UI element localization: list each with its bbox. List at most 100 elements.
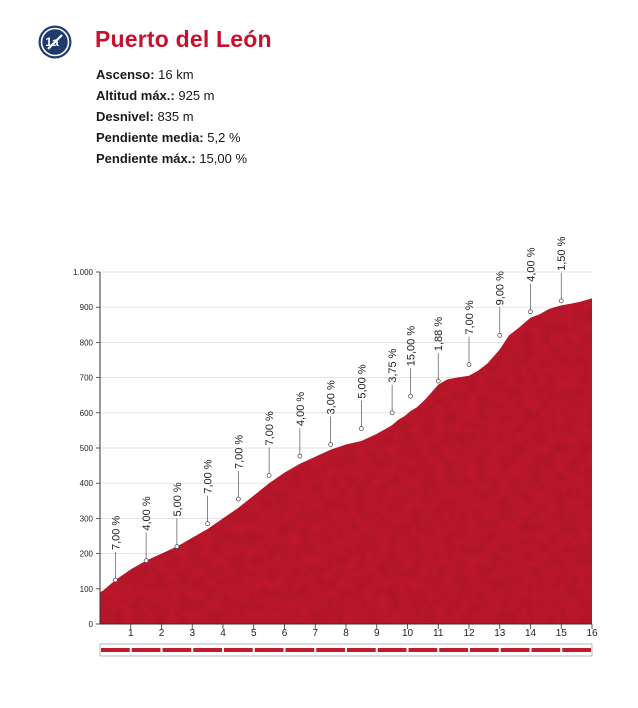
y-tick-label: 0 [89,620,94,629]
grade-point [558,298,564,304]
climb-title: Puerto del León [95,26,272,52]
grade-point [408,393,413,399]
grade-markers: 7,00 % 4,00 % 5,00 % 7,00 % 7,00 % 7,00 % 4,00… [110,236,568,583]
x-tick-label: 16 [586,628,598,639]
x-tick-label: 5 [251,628,257,639]
grade-point [297,453,303,459]
grade-point [174,544,180,549]
stat-label: Ascenso: [96,67,155,82]
stat-value: 16 km [158,67,194,82]
climb-stats: Ascenso: 16 km Altitud máx.: 925 m Desni… [96,64,247,169]
grade-point [389,410,395,416]
grade-label: 7,00 % [233,435,245,469]
km-segment [408,648,438,652]
grade-point [497,333,503,338]
grade-point [435,378,441,384]
y-tick-label: 600 [80,409,94,418]
stat-row-max-altitude: Altitud máx.: 925 m [96,85,247,106]
profile-area-layer [100,298,592,624]
grade-point [236,496,241,502]
grade-label: 7,00 % [264,411,276,445]
km-segment [193,648,222,652]
kilometer-bar [99,643,593,657]
y-tick-label: 100 [80,585,94,594]
x-tick-label: 7 [312,628,318,639]
elevation-area [100,298,592,624]
y-tick-label: 500 [80,444,94,453]
km-bar-frame [99,643,593,657]
stage-badge-icon: 1a [38,25,72,59]
stat-label: Pendiente media: [96,130,204,145]
km-segment [316,648,345,652]
km-segment [131,648,161,652]
grade-point [466,362,472,367]
x-tick-label: 6 [282,628,288,639]
stat-value: 925 m [178,88,215,103]
y-tick-label: 800 [80,338,94,347]
grade-label: 5,00 % [172,482,184,516]
km-segment [162,648,192,652]
grade-label: 4,00 % [295,392,307,426]
stat-row-elevation-gain: Desnivel: 835 m [96,106,247,127]
grade-point [359,426,364,431]
x-tick-label: 14 [525,628,537,639]
stat-label: Desnivel: [96,109,154,124]
km-segment [347,648,376,652]
x-tick-label: 9 [374,628,380,639]
grade-label: 4,00 % [141,496,153,530]
x-tick-label: 12 [463,628,475,639]
badge-text: 1a [45,35,59,49]
grade-label: 15,00 % [406,326,418,367]
x-tick-label: 1 [128,628,134,639]
x-tick-label: 10 [402,628,414,639]
y-tick-label: 900 [80,303,94,312]
x-tick-label: 2 [159,628,165,639]
km-segment [254,648,284,652]
stat-row-max-gradient: Pendiente máx.: 15,00 % [96,148,247,169]
grade-label: 9,00 % [495,271,507,305]
stat-row-average-gradient: Pendiente media: 5,2 % [96,127,247,148]
stat-label: Altitud máx.: [96,88,175,103]
y-tick-label: 700 [80,374,94,383]
grade-label: 3,00 % [326,380,338,414]
grade-label: 4,00 % [526,247,538,281]
stat-value: 5,2 % [207,130,241,145]
stat-row-ascent: Ascenso: 16 km [96,64,247,85]
y-tick-label: 400 [80,479,94,488]
grade-label: 5,00 % [356,364,368,398]
km-segment [470,648,499,652]
grade-point [266,473,272,478]
km-segment [224,648,253,652]
grade-point [113,577,118,583]
grade-label: 3,75 % [387,348,399,382]
km-segment [500,648,530,652]
x-tick-label: 15 [556,628,568,639]
km-segment [101,648,130,652]
stat-value: 835 m [157,109,194,124]
grade-point [528,309,533,315]
grade-label: 1,88 % [433,317,445,351]
x-tick-label: 3 [189,628,195,639]
x-tick-label: 11 [433,628,444,639]
y-tick-label: 1.000 [73,268,94,277]
km-segment [531,648,561,652]
y-tick-label: 200 [80,550,94,559]
grade-label: 7,00 % [203,459,215,493]
grade-point [205,521,210,527]
x-tick-label: 4 [220,628,226,639]
grade-point [328,442,333,447]
km-segment [439,648,468,652]
km-segment [377,648,407,652]
km-segment [562,648,591,652]
grade-label: 7,00 % [110,516,122,550]
y-tick-label: 300 [80,514,94,523]
x-tick-label: 13 [494,628,506,639]
grade-label: 7,00 % [464,300,476,334]
grade-point [143,558,149,563]
stat-label: Pendiente máx.: [96,151,196,166]
grade-label: 1,50 % [556,236,568,270]
km-segment [285,648,315,652]
stat-value: 15,00 % [199,151,248,166]
